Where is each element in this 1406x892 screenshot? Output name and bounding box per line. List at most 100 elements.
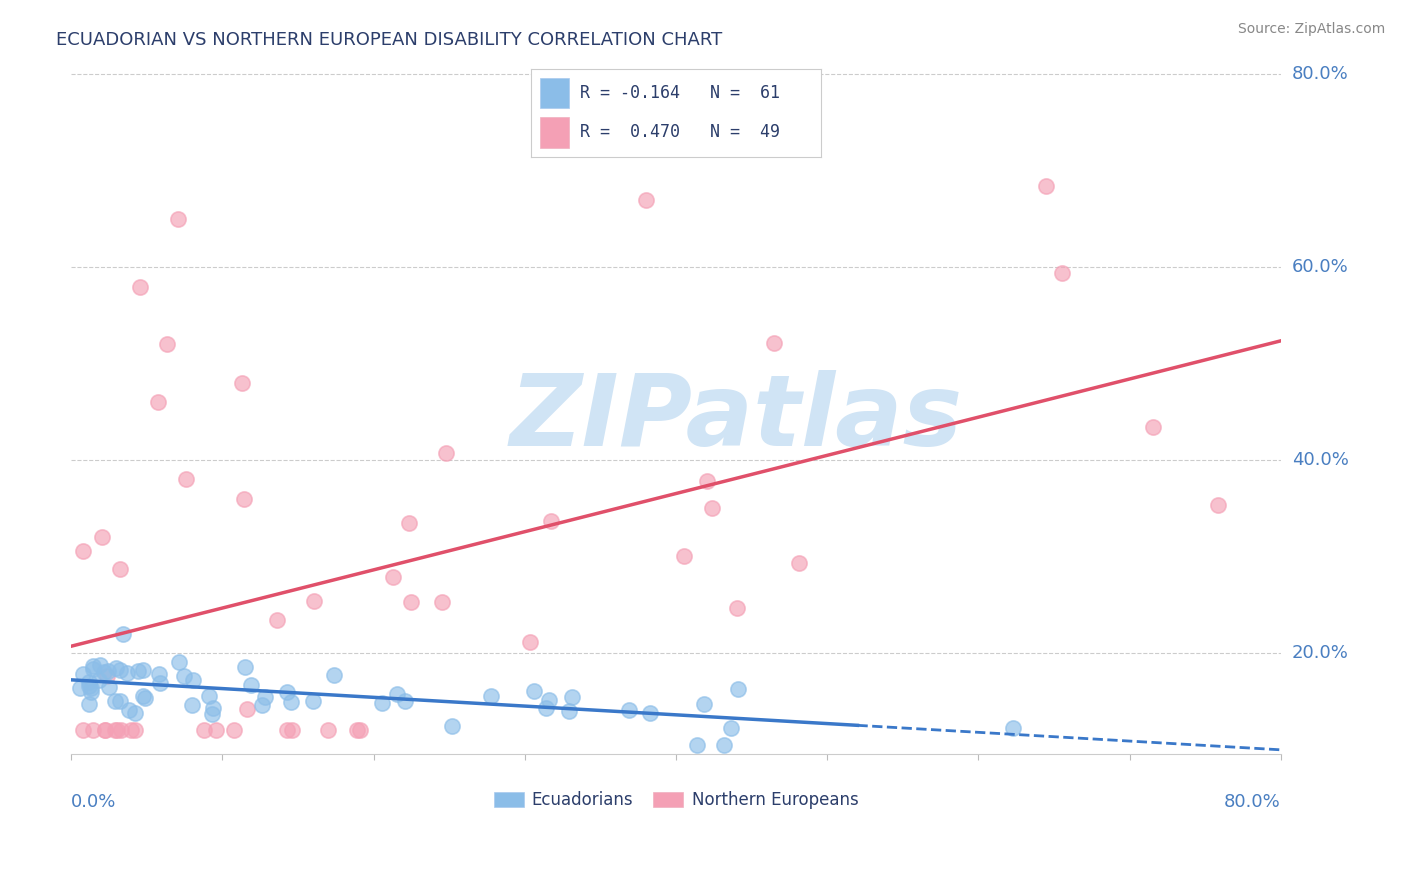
Point [149,676,172,690]
Point [266,613,288,627]
Point [104,723,127,738]
Point [108,694,131,708]
Point [155,337,177,351]
Point [146,395,169,409]
Point [686,738,709,752]
Point [280,695,302,709]
Point [201,707,224,722]
Point [105,660,128,674]
Point [167,656,190,670]
Point [98,680,121,694]
Point [250,698,273,713]
Text: 60.0%: 60.0% [1292,259,1348,277]
Point [96,669,118,683]
Point [166,212,188,227]
Point [302,594,325,608]
Point [117,702,139,716]
Point [205,723,228,738]
Point [233,660,256,674]
Point [134,690,156,705]
Point [132,689,155,703]
Point [672,549,695,563]
Point [108,562,131,576]
Text: ECUADORIAN VS NORTHERN EUROPEAN DISABILITY CORRELATION CHART: ECUADORIAN VS NORTHERN EUROPEAN DISABILI… [56,31,723,49]
Point [110,723,132,738]
Point [82,658,104,673]
Point [201,700,224,714]
Legend: Ecuadorians, Northern Europeans: Ecuadorians, Northern Europeans [486,784,865,816]
Text: ZIPatlas: ZIPatlas [510,370,963,467]
Point [537,693,560,707]
Point [89,657,111,672]
Point [82,662,104,676]
Point [617,703,640,717]
Point [318,723,340,738]
Point [280,723,302,738]
Point [276,685,298,699]
Point [276,723,298,738]
Point [432,595,454,609]
Point [534,701,557,715]
Point [148,666,170,681]
Point [787,556,810,570]
Point [127,664,149,678]
Text: 80.0%: 80.0% [1292,65,1348,84]
Point [176,472,198,486]
Point [115,666,138,681]
Point [558,704,581,718]
Point [82,723,104,738]
Point [634,193,657,207]
Point [173,668,195,682]
Point [97,664,120,678]
Point [124,706,146,720]
Point [371,696,394,710]
Point [441,718,464,732]
Point [399,595,422,609]
Point [638,706,661,720]
Point [87,673,110,687]
Point [727,682,749,697]
Point [235,702,257,716]
Point [197,690,219,704]
Text: 0.0%: 0.0% [72,793,117,811]
Point [124,723,146,738]
Text: Source: ZipAtlas.com: Source: ZipAtlas.com [1237,22,1385,37]
Point [1035,179,1057,194]
Point [323,667,346,681]
Point [72,544,94,558]
Point [1142,420,1164,434]
Point [128,279,150,293]
Point [561,690,583,704]
Point [302,694,325,708]
Point [382,570,405,584]
Point [132,663,155,677]
Point [94,723,117,738]
Point [233,491,256,506]
Text: 40.0%: 40.0% [1292,451,1348,469]
Point [111,626,134,640]
Point [94,723,117,738]
Point [253,690,276,705]
Point [77,679,100,693]
Point [720,721,742,735]
Point [1001,721,1024,735]
Point [91,529,114,543]
Point [80,681,103,695]
Point [693,697,716,711]
Point [72,723,94,738]
Point [231,376,253,390]
Point [239,678,262,692]
Point [1206,498,1229,512]
Point [103,694,125,708]
Point [387,687,409,701]
Point [725,600,748,615]
Point [93,665,115,679]
Point [69,681,91,695]
Text: 80.0%: 80.0% [1225,793,1281,811]
Point [222,723,245,738]
Point [696,474,718,488]
Point [702,501,724,516]
Point [762,335,785,350]
Point [713,738,735,752]
Point [519,635,541,649]
